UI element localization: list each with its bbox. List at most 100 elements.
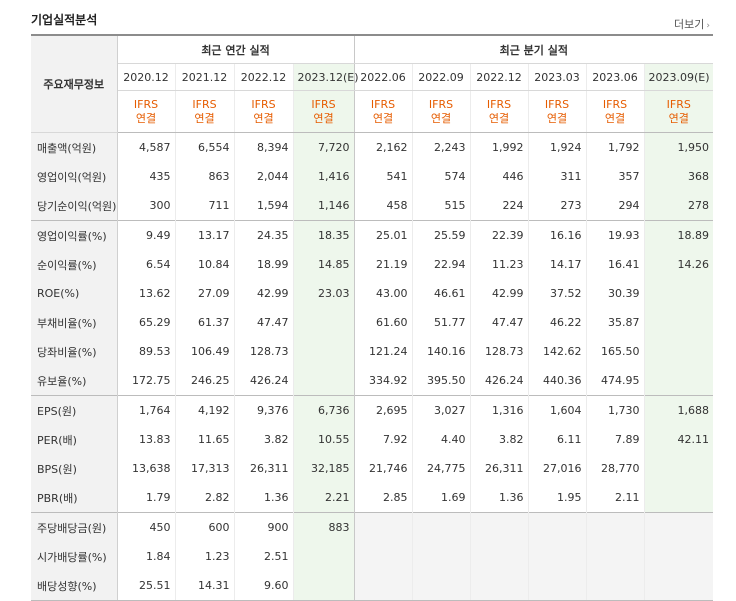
value-cell: 14.26 [644, 250, 714, 279]
value-cell: 14.31 [175, 571, 235, 601]
value-cell: 863 [175, 162, 235, 191]
value-cell [354, 571, 413, 601]
table-row: 순이익률(%) 6.54 10.84 18.99 14.85 21.19 22.94 11.2… [31, 250, 714, 279]
accounting-standard: IFRS 연결 [586, 90, 645, 133]
value-cell: 32,185 [293, 454, 355, 483]
more-link[interactable]: 더보기 › [674, 16, 710, 32]
value-cell: 9,376 [234, 395, 294, 425]
value-cell: 18.89 [644, 220, 714, 250]
value-cell: 16.16 [528, 220, 587, 250]
standard-ifrs: IFRS [192, 97, 217, 111]
value-cell: 2.11 [586, 483, 645, 513]
value-cell: 51.77 [412, 308, 471, 337]
value-cell: 1,146 [293, 191, 355, 221]
value-cell: 172.75 [117, 366, 176, 396]
value-cell: 21,746 [354, 454, 413, 483]
value-cell: 47.47 [470, 308, 529, 337]
chevron-right-icon: › [706, 21, 710, 31]
value-cell [470, 542, 529, 571]
value-cell: 1,730 [586, 395, 645, 425]
value-cell: 8,394 [234, 132, 294, 162]
value-cell: 2.51 [234, 542, 294, 571]
table-row: 당기순이익(억원) 300 711 1,594 1,146 458 515 224 273 294… [31, 191, 714, 221]
value-cell: 1.36 [470, 483, 529, 513]
accounting-standard: IFRS 연결 [412, 90, 471, 133]
value-cell: 395.50 [412, 366, 471, 396]
value-cell: 3,027 [412, 395, 471, 425]
standard-ifrs: IFRS [544, 97, 570, 111]
value-cell: 13.62 [117, 279, 176, 308]
value-cell: 450 [117, 512, 176, 542]
value-cell [586, 512, 645, 542]
standard-ifrs: IFRS [133, 97, 159, 111]
value-cell: 42.11 [644, 425, 714, 454]
accounting-standard: IFRS 연결 [175, 90, 235, 133]
value-cell: 18.35 [293, 220, 355, 250]
period-header: 2021.12 [175, 63, 235, 91]
value-cell [293, 337, 355, 366]
value-cell: 1,992 [470, 132, 529, 162]
value-cell: 1.84 [117, 542, 176, 571]
value-cell: 458 [354, 191, 413, 221]
standard-ifrs: IFRS [666, 97, 691, 111]
row-label: PBR(배) [31, 483, 118, 513]
value-cell: 6,554 [175, 132, 235, 162]
value-cell: 426.24 [470, 366, 529, 396]
value-cell: 11.23 [470, 250, 529, 279]
value-cell: 35.87 [586, 308, 645, 337]
value-cell [644, 571, 714, 601]
value-cell: 16.41 [586, 250, 645, 279]
row-label: 당좌비율(%) [31, 337, 118, 366]
row-label: PER(배) [31, 425, 118, 454]
value-cell: 6,736 [293, 395, 355, 425]
period-header: 2022.06 [354, 63, 413, 91]
accounting-standard: IFRS 연결 [293, 90, 355, 133]
value-cell: 7,720 [293, 132, 355, 162]
value-cell [644, 512, 714, 542]
table-row: 부채비율(%) 65.29 61.37 47.47 61.60 51.77 47.47 46.… [31, 308, 714, 337]
table-row: 당좌비율(%) 89.53 106.49 128.73 121.24 140.16 128.… [31, 337, 714, 366]
value-cell: 1,316 [470, 395, 529, 425]
value-cell: 883 [293, 512, 355, 542]
value-cell: 541 [354, 162, 413, 191]
value-cell: 224 [470, 191, 529, 221]
value-cell: 1,764 [117, 395, 176, 425]
value-cell: 43.00 [354, 279, 413, 308]
value-cell [644, 279, 714, 308]
value-cell: 6.11 [528, 425, 587, 454]
group-annual: 최근 연간 실적 [117, 34, 355, 64]
value-cell: 515 [412, 191, 471, 221]
value-cell: 440.36 [528, 366, 587, 396]
value-cell [293, 542, 355, 571]
standard-consolidated: 연결 [135, 111, 157, 125]
value-cell: 1,792 [586, 132, 645, 162]
value-cell: 27,016 [528, 454, 587, 483]
value-cell: 140.16 [412, 337, 471, 366]
value-cell [644, 483, 714, 513]
value-cell: 89.53 [117, 337, 176, 366]
value-cell: 4.40 [412, 425, 471, 454]
period-header: 2023.12(E) [293, 63, 359, 91]
value-cell: 246.25 [175, 366, 235, 396]
row-label: BPS(원) [31, 454, 118, 483]
value-cell: 711 [175, 191, 235, 221]
value-cell: 1.79 [117, 483, 176, 513]
value-cell: 22.39 [470, 220, 529, 250]
table-row: 매출액(억원) 4,587 6,554 8,394 7,720 2,162 2,243 1,9… [31, 132, 714, 162]
value-cell: 2,162 [354, 132, 413, 162]
value-cell: 42.99 [234, 279, 294, 308]
row-header-label: 주요재무정보 [31, 34, 118, 133]
row-label: 시가배당률(%) [31, 542, 118, 571]
value-cell: 37.52 [528, 279, 587, 308]
standard-consolidated: 연결 [194, 111, 215, 125]
standard-consolidated: 연결 [546, 111, 568, 125]
row-label: 배당성향(%) [31, 571, 118, 601]
standard-consolidated: 연결 [313, 111, 334, 125]
value-cell: 13.83 [117, 425, 176, 454]
value-cell [293, 308, 355, 337]
value-cell: 4,587 [117, 132, 176, 162]
value-cell [528, 542, 587, 571]
value-cell [412, 571, 471, 601]
table-row: PER(배) 13.83 11.65 3.82 10.55 7.92 4.40 3.82 6.1… [31, 425, 714, 454]
value-cell: 46.22 [528, 308, 587, 337]
